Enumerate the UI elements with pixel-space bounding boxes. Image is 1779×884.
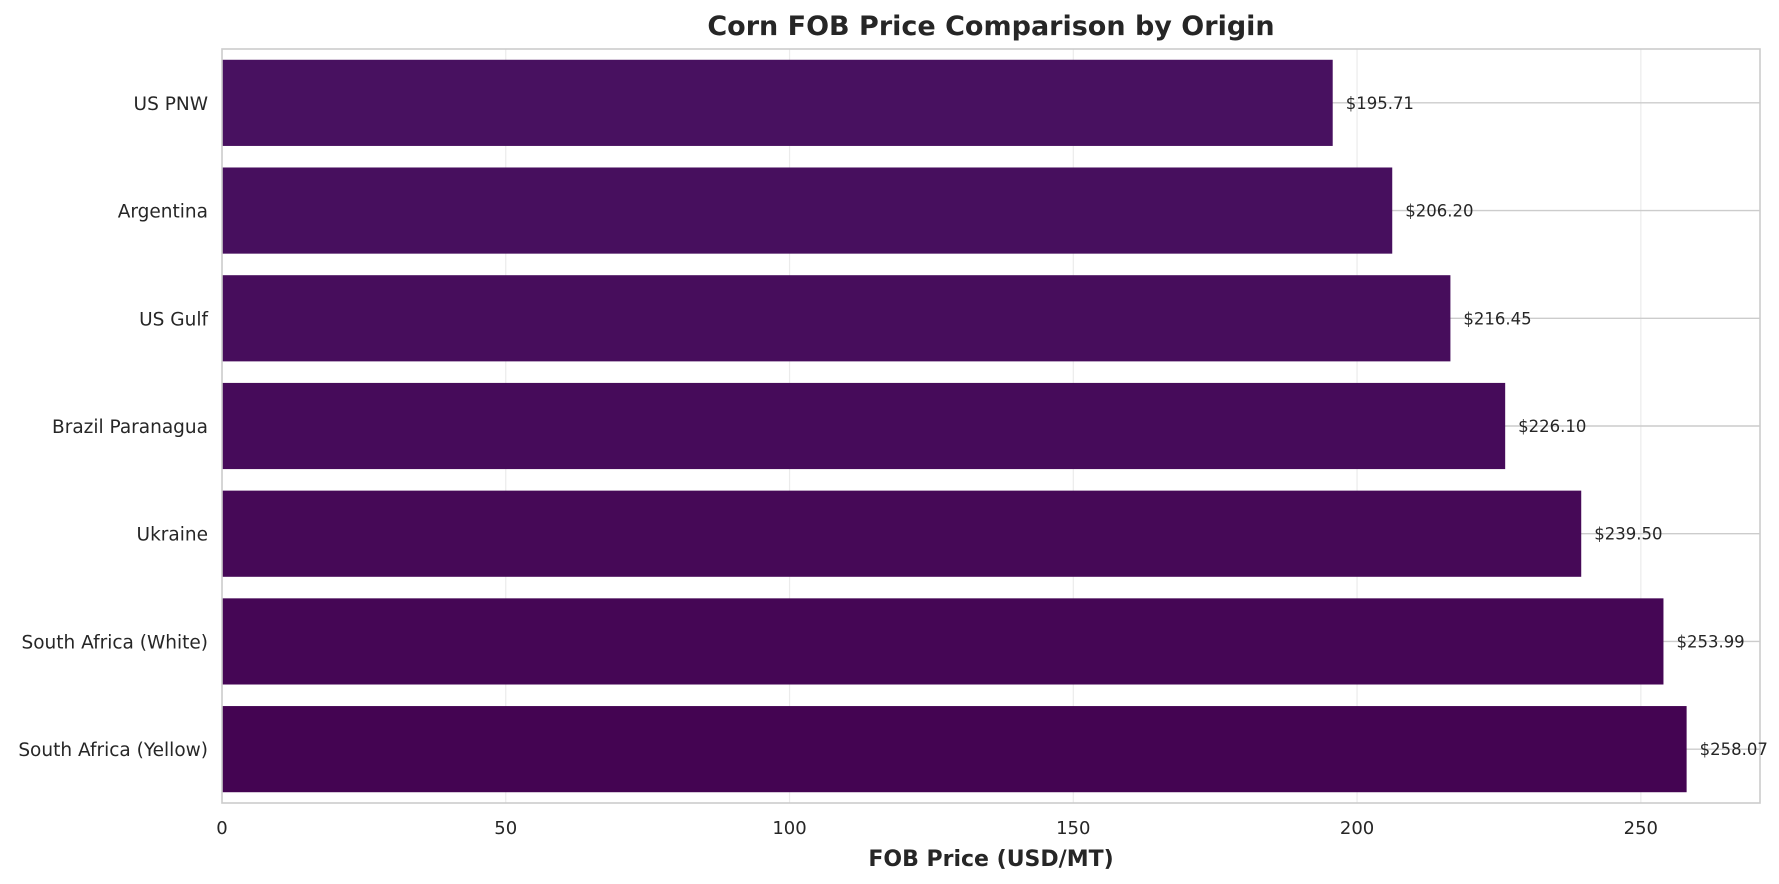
category-label: Argentina (118, 202, 208, 223)
x-tick-label: 200 (1340, 818, 1374, 839)
bar (222, 275, 1451, 362)
bar (222, 706, 1687, 793)
x-tick-label: 50 (494, 818, 517, 839)
category-label: South Africa (White) (21, 632, 208, 653)
category-label: US PNW (134, 94, 208, 115)
x-tick-label: 0 (216, 818, 227, 839)
bar (222, 598, 1664, 685)
plot-frame (221, 48, 1761, 804)
bar (222, 59, 1333, 146)
category-label: South Africa (Yellow) (18, 740, 208, 761)
chart-title: Corn FOB Price Comparison by Origin (707, 11, 1274, 42)
x-tick-label: 250 (1624, 818, 1658, 839)
category-label: US Gulf (139, 309, 208, 330)
x-tick-label: 150 (1056, 818, 1090, 839)
bar (222, 167, 1393, 254)
x-tick-label: 100 (772, 818, 806, 839)
category-label: Brazil Paranagua (52, 417, 208, 438)
value-label: $216.45 (1463, 309, 1531, 328)
value-label: $195.71 (1346, 94, 1414, 113)
bar (222, 382, 1506, 470)
category-label: Ukraine (137, 525, 208, 546)
value-label: $206.20 (1405, 202, 1473, 221)
value-label: $253.99 (1676, 632, 1744, 651)
value-label: $258.07 (1700, 740, 1768, 759)
value-label: $239.50 (1594, 525, 1662, 544)
value-label: $226.10 (1518, 417, 1586, 436)
bar-layer (222, 59, 1687, 793)
bar (222, 490, 1582, 577)
label-layer: 0 50 100 150 200 250 US PNW $195.71 Argentina $20… (18, 94, 1768, 839)
x-axis-label: FOB Price (USD/MT) (868, 847, 1113, 872)
